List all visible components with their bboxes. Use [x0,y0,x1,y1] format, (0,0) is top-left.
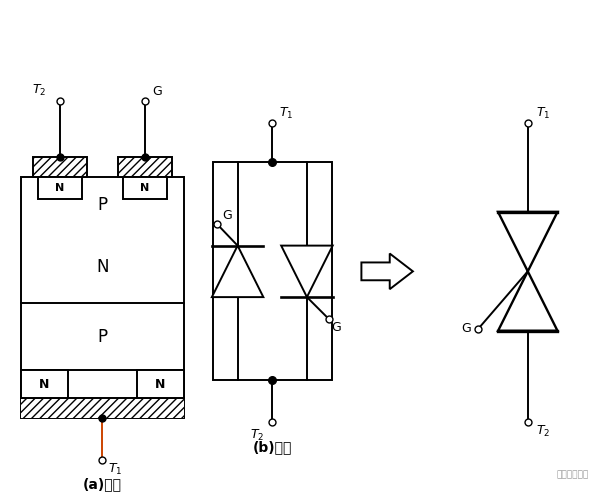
Text: $T_1$: $T_1$ [536,106,550,121]
Bar [118,158,172,177]
Text: N: N [96,258,109,277]
Bar [21,370,68,398]
Text: N: N [55,183,64,193]
Text: N: N [155,378,166,391]
Text: N: N [140,183,149,193]
Text: $T_2$: $T_2$ [32,83,46,98]
Bar [32,158,87,177]
Text: (a)结构: (a)结构 [83,477,122,492]
Text: G: G [332,321,341,334]
Text: $T_1$: $T_1$ [279,106,293,121]
Bar [21,398,184,418]
Text: G: G [152,85,161,98]
Polygon shape [281,246,332,297]
Text: N: N [39,378,50,391]
Text: P: P [97,328,107,346]
Bar [137,370,184,398]
Text: 电子工程专辑: 电子工程专辑 [557,470,589,479]
Polygon shape [361,253,413,289]
Text: G: G [222,209,232,222]
Polygon shape [498,212,557,271]
Text: $T_2$: $T_2$ [250,428,265,443]
Text: $T_2$: $T_2$ [536,424,550,439]
Bar [38,177,82,199]
Polygon shape [498,271,557,331]
Polygon shape [212,246,263,297]
Bar [21,177,184,418]
Text: $T_1$: $T_1$ [109,461,123,477]
Bar [123,177,167,199]
Text: G: G [461,322,472,335]
Text: (b)电路: (b)电路 [253,440,292,453]
Text: P: P [97,196,107,213]
Bar [213,163,332,380]
